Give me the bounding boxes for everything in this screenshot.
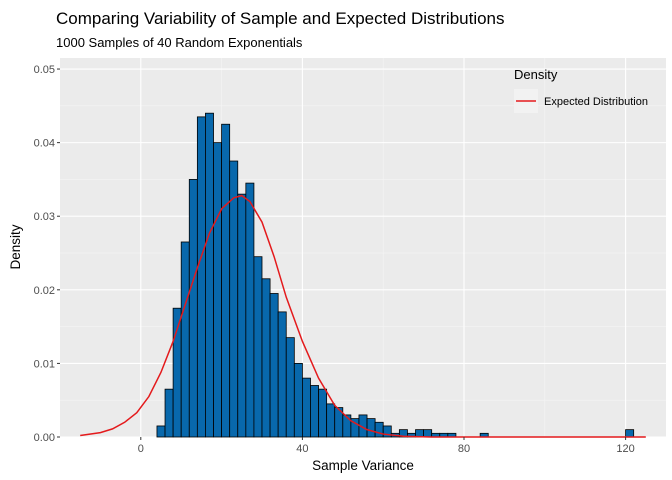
histogram-bar <box>180 241 190 438</box>
histogram-bar <box>423 429 433 438</box>
histogram-bar <box>156 425 166 438</box>
histogram-bar <box>277 311 287 438</box>
x-tick-label: 80 <box>458 443 470 455</box>
histogram-bar <box>625 429 635 438</box>
legend: Density Expected Distribution <box>514 67 648 113</box>
x-axis-title: Sample Variance <box>312 458 414 473</box>
histogram-bar <box>342 414 352 438</box>
histogram-bar <box>253 256 263 438</box>
legend-label-expected: Expected Distribution <box>544 96 648 108</box>
histogram-bar <box>318 388 328 438</box>
expected-distribution-curve <box>80 194 646 438</box>
histogram-bar <box>188 179 198 438</box>
chart-subtitle: 1000 Samples of 40 Random Exponentials <box>56 35 303 50</box>
y-tick-label: 0.04 <box>34 138 55 150</box>
histogram-bar <box>366 418 376 438</box>
histogram-bar <box>205 112 214 438</box>
chart-title: Comparing Variability of Sample and Expe… <box>56 9 505 28</box>
histogram-bar <box>301 377 311 438</box>
x-tick-label: 40 <box>296 443 308 455</box>
histogram-bars <box>156 112 635 438</box>
histogram-bar <box>269 293 279 438</box>
histogram-bar <box>326 403 336 438</box>
x-axis: 0 40 80 120 <box>138 437 635 455</box>
minor-gridlines <box>60 58 666 437</box>
y-axis-title: Density <box>8 224 23 269</box>
y-tick-label: 0.01 <box>34 358 55 370</box>
legend-title: Density <box>514 67 558 82</box>
x-tick-label: 120 <box>616 443 634 455</box>
histogram-bar <box>310 385 319 438</box>
histogram-bar <box>382 425 392 438</box>
histogram-bar <box>237 193 247 438</box>
histogram-bar <box>196 116 206 438</box>
histogram-bar <box>261 278 271 438</box>
histogram-bar <box>229 160 239 438</box>
histogram-bar <box>285 337 295 438</box>
y-tick-label: 0.02 <box>34 285 55 297</box>
histogram-bar <box>213 142 223 438</box>
x-tick-label: 0 <box>138 443 144 455</box>
y-tick-label: 0.00 <box>34 432 55 444</box>
plot-panel <box>60 58 666 437</box>
histogram-bar <box>221 123 231 438</box>
histogram-bar <box>245 182 255 438</box>
histogram-bar <box>374 421 384 438</box>
y-tick-label: 0.03 <box>34 211 55 223</box>
histogram-bar <box>293 363 303 438</box>
histogram-bar <box>164 388 174 438</box>
y-tick-label: 0.05 <box>34 64 55 76</box>
y-axis: 0.00 0.01 0.02 0.03 0.04 0.05 <box>34 64 60 444</box>
